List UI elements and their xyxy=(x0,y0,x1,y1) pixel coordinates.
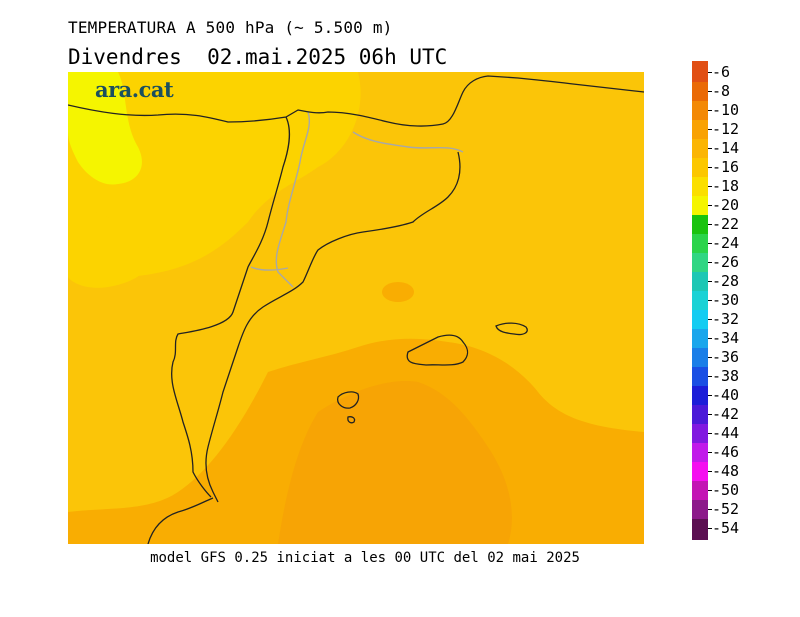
legend-tick xyxy=(708,471,712,472)
coastline xyxy=(147,497,214,544)
legend-label: -38 xyxy=(712,367,740,385)
legend-tick xyxy=(708,509,712,510)
legend-color-swatch xyxy=(692,499,708,519)
legend-label: -6 xyxy=(712,63,731,81)
border-line xyxy=(250,111,464,288)
legend-color-swatch xyxy=(692,233,708,253)
legend-color-swatch xyxy=(692,157,708,177)
legend-tick xyxy=(708,319,712,320)
legend-label: -10 xyxy=(712,101,740,119)
temperature-blob xyxy=(80,368,100,392)
legend-label: -34 xyxy=(712,329,740,347)
legend-color-swatch xyxy=(692,461,708,481)
legend-tick xyxy=(708,167,712,168)
legend-tick xyxy=(708,395,712,396)
island-mallorca xyxy=(406,334,469,366)
temperature-field-warmest xyxy=(278,381,512,544)
coastline xyxy=(68,75,644,127)
legend-label: -30 xyxy=(712,291,740,309)
legend-label: -50 xyxy=(712,481,740,499)
island-menorca xyxy=(495,322,528,336)
legend-label: -40 xyxy=(712,386,740,404)
legend-tick xyxy=(708,224,712,225)
model-info-footer: model GFS 0.25 iniciat a les 00 UTC del … xyxy=(150,550,580,566)
legend-label: -36 xyxy=(712,348,740,366)
map-title: TEMPERATURA A 500 hPa (~ 5.500 m) xyxy=(68,18,393,37)
legend-color-swatch xyxy=(692,423,708,443)
legend-color-swatch xyxy=(692,385,708,405)
legend-label: -12 xyxy=(712,120,740,138)
legend-label: -32 xyxy=(712,310,740,328)
temperature-field-west xyxy=(68,202,151,288)
legend-tick xyxy=(708,300,712,301)
legend-color-swatch xyxy=(692,61,708,82)
island-eivissa xyxy=(337,391,360,409)
legend-label: -52 xyxy=(712,500,740,518)
legend-color-swatch xyxy=(692,100,708,120)
legend-color-swatch xyxy=(692,366,708,386)
legend-color-swatch xyxy=(692,271,708,291)
legend-label: -22 xyxy=(712,215,740,233)
legend-label: -48 xyxy=(712,462,740,480)
legend-color-swatch xyxy=(692,119,708,139)
coastline xyxy=(171,116,291,498)
legend-tick xyxy=(708,338,712,339)
legend-tick xyxy=(708,148,712,149)
legend-color-swatch xyxy=(692,518,708,540)
legend-tick xyxy=(708,262,712,263)
legend-color-swatch xyxy=(692,81,708,101)
legend-color-swatch xyxy=(692,290,708,310)
legend-tick xyxy=(708,129,712,130)
legend-label: -28 xyxy=(712,272,740,290)
legend-label: -18 xyxy=(712,177,740,195)
legend-label: -26 xyxy=(712,253,740,271)
legend-tick xyxy=(708,433,712,434)
legend-tick xyxy=(708,110,712,111)
island-formentera xyxy=(347,416,356,424)
legend-tick xyxy=(708,205,712,206)
temperature-map xyxy=(68,72,644,544)
legend-tick xyxy=(708,357,712,358)
legend-color-swatch xyxy=(692,480,708,500)
legend-label: -54 xyxy=(712,519,740,537)
legend-color-swatch xyxy=(692,347,708,367)
ara-cat-logo: ara.cat xyxy=(95,77,174,102)
legend-label: -44 xyxy=(712,424,740,442)
legend-label: -42 xyxy=(712,405,740,423)
legend-tick xyxy=(708,490,712,491)
legend-color-swatch xyxy=(692,138,708,158)
legend-tick xyxy=(708,72,712,73)
legend-label: -14 xyxy=(712,139,740,157)
legend-label: -46 xyxy=(712,443,740,461)
legend-tick xyxy=(708,91,712,92)
legend-color-swatch xyxy=(692,404,708,424)
legend-color-swatch xyxy=(692,309,708,329)
legend-color-swatch xyxy=(692,176,708,196)
legend-label: -16 xyxy=(712,158,740,176)
temperature-field-coldest xyxy=(68,72,142,185)
legend-label: -20 xyxy=(712,196,740,214)
legend-label: -24 xyxy=(712,234,740,252)
legend-tick xyxy=(708,376,712,377)
legend-label: -8 xyxy=(712,82,731,100)
legend-tick xyxy=(708,452,712,453)
legend-tick xyxy=(708,414,712,415)
legend-color-swatch xyxy=(692,252,708,272)
legend-color-swatch xyxy=(692,195,708,215)
legend-color-swatch xyxy=(692,442,708,462)
temperature-blob xyxy=(382,282,414,302)
legend-color-swatch xyxy=(692,214,708,234)
legend-color-swatch xyxy=(692,328,708,348)
legend-tick xyxy=(708,528,712,529)
legend-tick xyxy=(708,186,712,187)
temperature-field-light xyxy=(68,72,361,277)
coastline xyxy=(205,151,461,503)
map-subtitle-date: Divendres 02.mai.2025 06h UTC xyxy=(68,45,448,69)
legend-tick xyxy=(708,243,712,244)
color-legend: -6 -8 -10 -12 -14 -16 -18 -20 -22 -24 -26 -28 -30 -32… xyxy=(692,61,792,557)
legend-tick xyxy=(708,281,712,282)
